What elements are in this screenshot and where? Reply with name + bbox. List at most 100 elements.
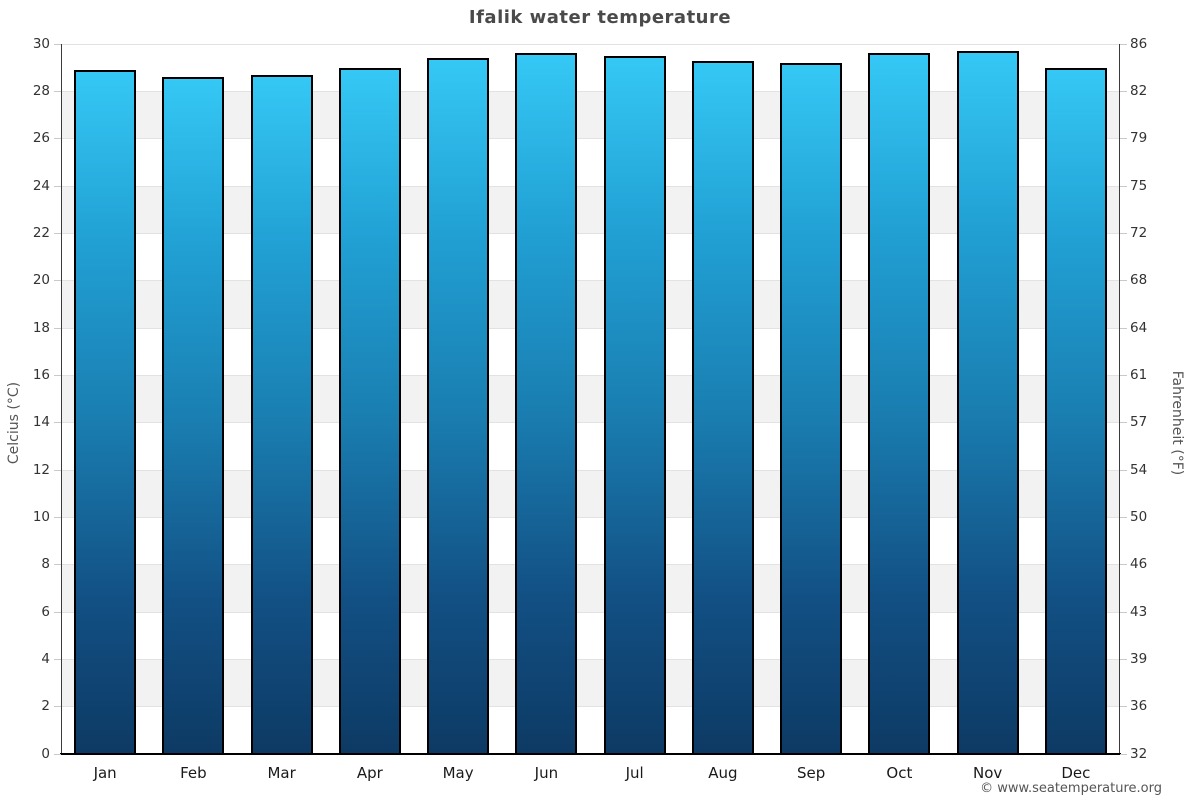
celsius-tick-label: 28 <box>32 82 50 99</box>
fahrenheit-tick-label: 43 <box>1130 603 1148 620</box>
celsius-tick-label: 2 <box>41 698 50 715</box>
celsius-tick-label: 0 <box>41 745 50 762</box>
plot-band <box>61 44 1120 92</box>
month-label-may: May <box>442 764 474 782</box>
plot-band <box>61 612 1120 660</box>
fahrenheit-tick-label: 57 <box>1130 414 1148 431</box>
bar-jul <box>603 55 666 754</box>
fahrenheit-tick-label: 61 <box>1130 366 1148 383</box>
fahrenheit-tick-mark <box>1120 658 1127 660</box>
celsius-tick-mark <box>54 280 61 282</box>
celsius-tick-label: 18 <box>32 319 50 336</box>
bar-sep <box>780 62 843 754</box>
fahrenheit-tick-mark <box>1120 185 1127 187</box>
celsius-tick-label: 14 <box>32 414 50 431</box>
month-label-apr: Apr <box>356 764 383 782</box>
copyright-link[interactable]: © www.seatemperature.org <box>980 781 1162 796</box>
month-label-dec: Dec <box>1061 764 1091 782</box>
celsius-tick-label: 12 <box>32 461 50 478</box>
celsius-tick-mark <box>54 753 61 755</box>
gridline <box>61 658 1120 660</box>
celsius-tick-mark <box>54 611 61 613</box>
plot-band <box>61 706 1120 754</box>
fahrenheit-tick-mark <box>1120 280 1127 282</box>
fahrenheit-tick-label: 39 <box>1130 650 1148 667</box>
chart-title: Ifalik water temperature <box>468 7 732 28</box>
fahrenheit-tick-mark <box>1120 90 1127 92</box>
plot-band <box>61 422 1120 470</box>
month-label-mar: Mar <box>267 764 296 782</box>
fahrenheit-tick-mark <box>1120 706 1127 708</box>
fahrenheit-tick-mark <box>1120 611 1127 613</box>
gridline <box>61 280 1120 282</box>
celsius-tick-label: 22 <box>32 224 50 241</box>
plot-band <box>61 138 1120 186</box>
celsius-tick-label: 16 <box>32 366 50 383</box>
fahrenheit-tick-label: 36 <box>1130 698 1148 715</box>
fahrenheit-tick-mark <box>1120 138 1127 140</box>
fahrenheit-tick-label: 68 <box>1130 272 1148 289</box>
gridline <box>61 138 1120 140</box>
month-label-oct: Oct <box>886 764 913 782</box>
fahrenheit-tick-mark <box>1120 327 1127 329</box>
fahrenheit-tick-label: 54 <box>1130 461 1148 478</box>
celsius-tick-mark <box>54 516 61 518</box>
gridline <box>61 611 1120 613</box>
month-label-jun: Jun <box>534 764 559 782</box>
bar-apr <box>338 67 401 754</box>
month-label-feb: Feb <box>180 764 207 782</box>
fahrenheit-tick-mark <box>1120 564 1127 566</box>
gridline <box>61 232 1120 234</box>
bar-jun <box>515 53 578 754</box>
plot-band <box>61 470 1120 518</box>
celsius-tick-label: 6 <box>41 603 50 620</box>
celsius-tick-mark <box>54 185 61 187</box>
month-label-jan: Jan <box>93 764 117 782</box>
celsius-tick-label: 20 <box>32 272 50 289</box>
celsius-tick-label: 24 <box>32 177 50 194</box>
celsius-tick-mark <box>54 706 61 708</box>
plot-band <box>61 564 1120 612</box>
month-label-jul: Jul <box>625 764 644 782</box>
bar-jan <box>74 70 137 754</box>
celsius-tick-mark <box>54 374 61 376</box>
right-axis-line <box>1119 44 1120 754</box>
celsius-tick-mark <box>54 469 61 471</box>
gridline <box>61 43 1120 45</box>
month-label-aug: Aug <box>708 764 738 782</box>
fahrenheit-tick-mark <box>1120 43 1127 45</box>
celsius-tick-mark <box>54 138 61 140</box>
gridline <box>61 706 1120 708</box>
celsius-tick-label: 26 <box>32 130 50 147</box>
celsius-tick-label: 4 <box>41 650 50 667</box>
fahrenheit-axis-title: Fahrenheit (°F) <box>1169 370 1185 476</box>
month-label-sep: Sep <box>796 764 826 782</box>
celsius-tick-mark <box>54 90 61 92</box>
bar-feb <box>162 77 225 754</box>
bar-may <box>427 58 490 754</box>
fahrenheit-tick-label: 32 <box>1130 745 1148 762</box>
plot-band <box>61 233 1120 281</box>
fahrenheit-tick-label: 86 <box>1130 35 1148 52</box>
celsius-tick-mark <box>54 422 61 424</box>
fahrenheit-tick-mark <box>1120 469 1127 471</box>
celsius-tick-mark <box>54 232 61 234</box>
fahrenheit-tick-label: 46 <box>1130 556 1148 573</box>
gridline <box>61 327 1120 329</box>
bar-oct <box>868 53 931 754</box>
bar-mar <box>250 74 313 754</box>
plot-band <box>61 280 1120 328</box>
gridline <box>61 90 1120 92</box>
fahrenheit-tick-label: 64 <box>1130 319 1148 336</box>
fahrenheit-tick-label: 72 <box>1130 224 1148 241</box>
plot-band <box>61 328 1120 376</box>
celsius-tick-mark <box>54 564 61 566</box>
bottom-axis-line <box>60 753 1121 755</box>
fahrenheit-tick-mark <box>1120 232 1127 234</box>
celsius-tick-label: 10 <box>32 508 50 525</box>
celsius-tick-mark <box>54 43 61 45</box>
plot-band <box>61 375 1120 423</box>
plot-band <box>61 659 1120 707</box>
left-axis-line <box>61 44 62 754</box>
